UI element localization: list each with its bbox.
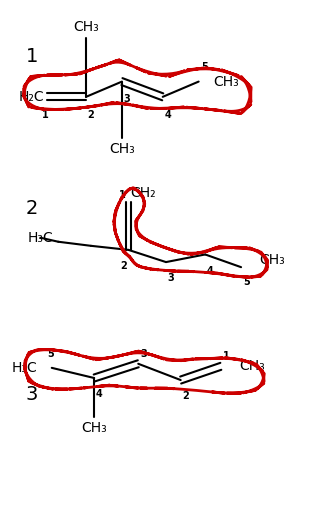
Text: 1: 1 [42, 109, 48, 120]
Text: 3: 3 [168, 273, 174, 283]
Text: 4: 4 [96, 389, 103, 399]
Text: 4: 4 [207, 266, 213, 276]
Text: 3: 3 [26, 385, 38, 404]
Text: 5: 5 [48, 348, 54, 359]
Text: 2: 2 [120, 261, 127, 271]
Text: 2: 2 [182, 391, 189, 401]
Text: H₃C: H₃C [27, 231, 53, 245]
Text: CH₃: CH₃ [239, 359, 265, 373]
Text: 2: 2 [26, 199, 38, 218]
Text: CH₃: CH₃ [213, 75, 239, 88]
Text: H₃C: H₃C [11, 361, 37, 375]
Text: 1: 1 [222, 351, 229, 361]
Text: CH₃: CH₃ [109, 141, 135, 156]
Text: 3: 3 [124, 94, 130, 104]
Text: CH₃: CH₃ [73, 20, 99, 34]
Text: CH₃: CH₃ [81, 421, 107, 435]
Text: 1: 1 [119, 190, 126, 199]
Text: 5: 5 [244, 278, 250, 287]
Text: 5: 5 [201, 62, 208, 72]
Text: 1: 1 [26, 47, 38, 66]
Text: CH₃: CH₃ [259, 253, 285, 267]
Text: CH₂: CH₂ [130, 186, 156, 199]
Text: 3: 3 [140, 348, 147, 359]
Text: H₂C: H₂C [19, 90, 44, 104]
Text: 2: 2 [88, 109, 94, 120]
Text: 4: 4 [164, 109, 171, 120]
